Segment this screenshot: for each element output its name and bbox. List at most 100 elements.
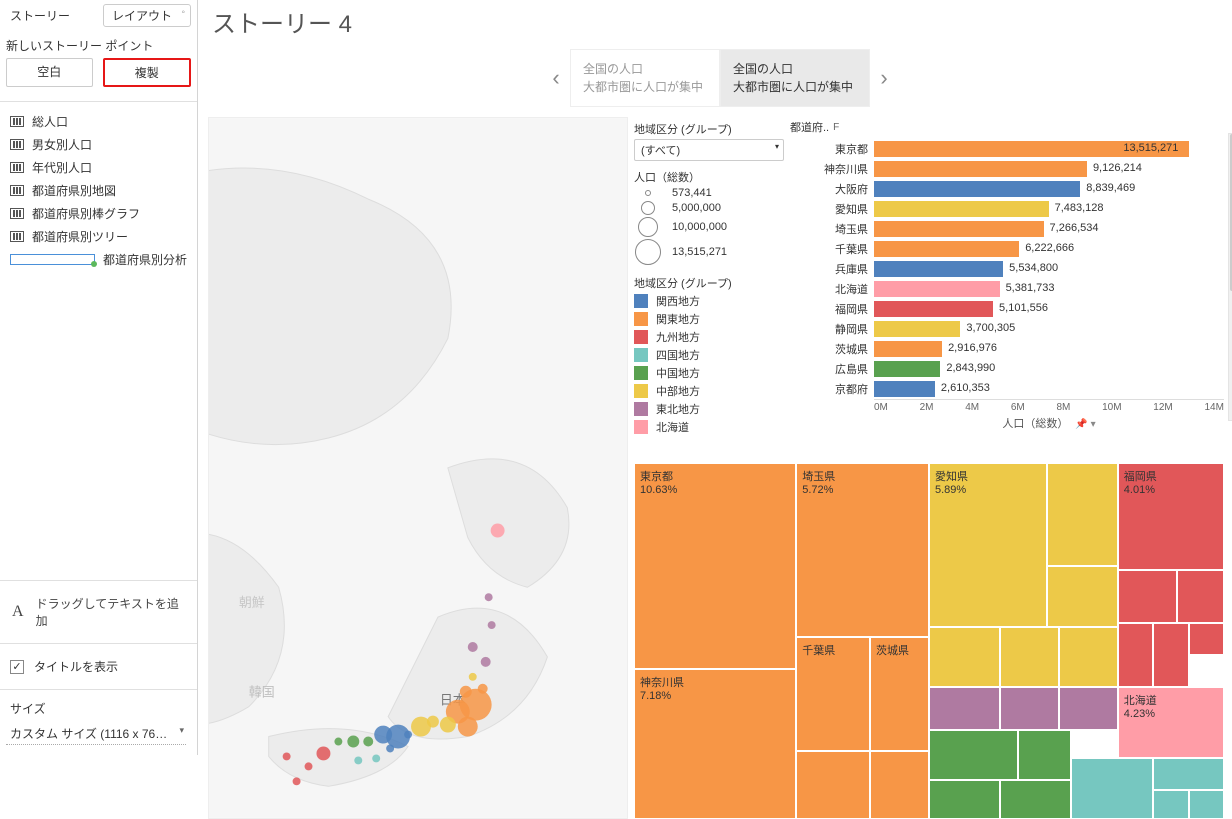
sheet-item[interactable]: 男女別人口 (0, 133, 197, 156)
map-bubble[interactable] (468, 642, 478, 652)
map-bubble[interactable] (347, 736, 359, 748)
treemap-cell[interactable] (1071, 758, 1154, 818)
bar-row[interactable]: 愛知県7,483,128 (790, 199, 1224, 219)
bar-row[interactable]: 北海道5,381,733 (790, 279, 1224, 299)
nav-prev-icon[interactable]: ‹ (542, 49, 570, 107)
map-bubble[interactable] (488, 621, 496, 629)
layout-dropdown[interactable]: レイアウト (103, 4, 191, 27)
map-bubble[interactable] (458, 717, 478, 737)
treemap-cell[interactable] (1118, 623, 1153, 687)
map-bubble[interactable] (316, 746, 330, 760)
sheet-item[interactable]: 都道府県別地図 (0, 179, 197, 202)
pin-icon[interactable]: 📌 ▾ (1075, 419, 1095, 430)
treemap-cell[interactable] (1153, 623, 1188, 687)
sort-icon[interactable]: F (833, 122, 839, 133)
map-bubble[interactable] (491, 524, 505, 538)
treemap-cell[interactable] (1047, 463, 1118, 566)
sheet-item[interactable]: 年代別人口 (0, 156, 197, 179)
bar-label: 東京都 (790, 141, 874, 157)
nav-next-icon[interactable]: › (870, 49, 898, 107)
bar-chart[interactable]: 都道府.. F 東京都13,515,271神奈川県9,126,214大阪府8,8… (790, 117, 1224, 457)
color-legend-row[interactable]: 東北地方 (634, 401, 784, 417)
treemap-cell[interactable] (1118, 570, 1177, 623)
treemap-cell[interactable] (929, 687, 1000, 730)
treemap-cell[interactable] (929, 780, 1000, 819)
bar-row[interactable]: 埼玉県7,266,534 (790, 219, 1224, 239)
bar-chart-header: 都道府.. (790, 119, 829, 135)
bar-row[interactable]: 大阪府8,839,469 (790, 179, 1224, 199)
color-legend-row[interactable]: 中部地方 (634, 383, 784, 399)
barchart-scrollbar[interactable] (1228, 133, 1232, 421)
bar-label: 広島県 (790, 361, 874, 377)
treemap-cell[interactable] (1153, 758, 1224, 790)
bar-row[interactable]: 京都府2,610,353 (790, 379, 1224, 399)
treemap-cell[interactable] (1000, 780, 1071, 819)
color-legend-row[interactable]: 四国地方 (634, 347, 784, 363)
treemap[interactable]: 東京都10.63%神奈川県7.18%埼玉県5.72%千葉県茨城県愛知県5.89%… (634, 463, 1224, 819)
map-bubble[interactable] (440, 717, 456, 733)
map-bubble[interactable] (481, 657, 491, 667)
map-bubble[interactable] (469, 673, 477, 681)
story-point-1[interactable]: 全国の人口 大都市圏に人口が集中 (570, 49, 720, 107)
bar-row[interactable]: 東京都13,515,271 (790, 139, 1224, 159)
treemap-cell[interactable]: 東京都10.63% (634, 463, 796, 669)
bar-row[interactable]: 静岡県3,700,305 (790, 319, 1224, 339)
map-bubble[interactable] (411, 717, 431, 737)
map-bubble[interactable] (386, 745, 394, 753)
color-legend-row[interactable]: 関東地方 (634, 311, 784, 327)
duplicate-button[interactable]: 複製 (103, 58, 192, 87)
bar-row[interactable]: 神奈川県9,126,214 (790, 159, 1224, 179)
drag-text-hint[interactable]: A ドラッグしてテキストを追加 (0, 580, 197, 644)
treemap-cell[interactable] (1189, 623, 1224, 655)
map-bubble[interactable] (293, 777, 301, 785)
treemap-cell[interactable]: 千葉県 (796, 637, 870, 751)
treemap-cell[interactable]: 茨城県 (870, 637, 929, 751)
blank-button[interactable]: 空白 (6, 58, 93, 87)
treemap-cell[interactable] (1047, 566, 1118, 626)
treemap-cell[interactable] (1153, 790, 1188, 818)
bar-row[interactable]: 広島県2,843,990 (790, 359, 1224, 379)
tab-story[interactable]: ストーリー (6, 5, 74, 26)
show-title-checkbox[interactable]: ✓ (10, 660, 24, 674)
map-bubble[interactable] (354, 756, 362, 764)
treemap-cell[interactable]: 神奈川県7.18% (634, 669, 796, 818)
treemap-cell[interactable] (1059, 687, 1118, 730)
treemap-cell[interactable] (1000, 627, 1059, 687)
treemap-cell[interactable] (1000, 687, 1059, 730)
treemap-cell[interactable] (1189, 790, 1224, 818)
size-dropdown[interactable]: カスタム サイズ (1116 x 76… (6, 723, 186, 745)
map-bubble[interactable] (334, 738, 342, 746)
bar-row[interactable]: 兵庫県5,534,800 (790, 259, 1224, 279)
sheet-item[interactable]: 都道府県別棒グラフ (0, 202, 197, 225)
bar-value: 3,700,305 (962, 322, 1015, 334)
bar-row[interactable]: 千葉県6,222,666 (790, 239, 1224, 259)
treemap-cell[interactable]: 愛知県5.89% (929, 463, 1047, 627)
map-bubble[interactable] (305, 762, 313, 770)
bar-row[interactable]: 茨城県2,916,976 (790, 339, 1224, 359)
map-bubble[interactable] (372, 754, 380, 762)
treemap-cell[interactable] (1059, 627, 1118, 687)
treemap-cell[interactable] (796, 751, 870, 819)
treemap-cell[interactable]: 福岡県4.01% (1118, 463, 1224, 570)
color-legend-row[interactable]: 中国地方 (634, 365, 784, 381)
color-legend-row[interactable]: 北海道 (634, 419, 784, 435)
treemap-cell[interactable]: 北海道4.23% (1118, 687, 1224, 758)
map-bubble[interactable] (485, 593, 493, 601)
treemap-cell[interactable]: 埼玉県5.72% (796, 463, 929, 637)
map-bubble[interactable] (374, 726, 392, 744)
story-point-2[interactable]: 全国の人口 大都市圏に人口が集中 (720, 49, 870, 107)
sheet-item[interactable]: 都道府県別分析 (0, 248, 197, 271)
color-legend-row[interactable]: 関西地方 (634, 293, 784, 309)
region-filter-dropdown[interactable]: (すべて) (634, 139, 784, 161)
map-bubble[interactable] (363, 737, 373, 747)
bar-chart-axis-label: 人口（総数） (1002, 418, 1068, 430)
treemap-cell[interactable] (929, 627, 1000, 687)
bar-row[interactable]: 福岡県5,101,556 (790, 299, 1224, 319)
treemap-cell[interactable] (1177, 570, 1224, 623)
sheet-item[interactable]: 総人口 (0, 110, 197, 133)
color-legend-row[interactable]: 九州地方 (634, 329, 784, 345)
map-bubble[interactable] (283, 752, 291, 760)
sheet-item[interactable]: 都道府県別ツリー (0, 225, 197, 248)
map-view[interactable]: 朝鮮 韓国 日本 (208, 117, 628, 819)
treemap-cell[interactable] (870, 751, 929, 819)
